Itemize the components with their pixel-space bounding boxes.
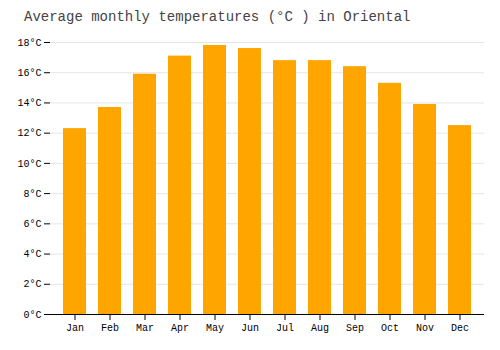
svg-text:2°C: 2°C [23, 279, 41, 290]
svg-text:Oct: Oct [381, 323, 399, 334]
svg-text:12°C: 12°C [17, 128, 41, 139]
svg-text:Apr: Apr [171, 323, 189, 334]
svg-text:Dec: Dec [451, 323, 469, 334]
svg-text:4°C: 4°C [23, 249, 41, 260]
svg-text:18°C: 18°C [17, 38, 41, 49]
svg-text:Nov: Nov [416, 323, 434, 334]
svg-text:Sep: Sep [346, 323, 364, 334]
svg-text:10°C: 10°C [17, 159, 41, 170]
svg-text:0°C: 0°C [23, 310, 41, 321]
svg-text:Jan: Jan [66, 323, 84, 334]
svg-text:6°C: 6°C [23, 219, 41, 230]
svg-text:16°C: 16°C [17, 68, 41, 79]
svg-text:Jul: Jul [276, 323, 294, 334]
svg-text:Aug: Aug [311, 323, 329, 334]
html-text:Average monthly temperatures (: Average monthly temperatures (°C ) in Or… [24, 9, 411, 25]
svg-text:Jun: Jun [241, 323, 259, 334]
svg-text:8°C: 8°C [23, 189, 41, 200]
svg-text:May: May [206, 323, 224, 334]
svg-text:14°C: 14°C [17, 98, 41, 109]
svg-text:Feb: Feb [101, 323, 119, 334]
svg-text:Mar: Mar [136, 323, 154, 334]
